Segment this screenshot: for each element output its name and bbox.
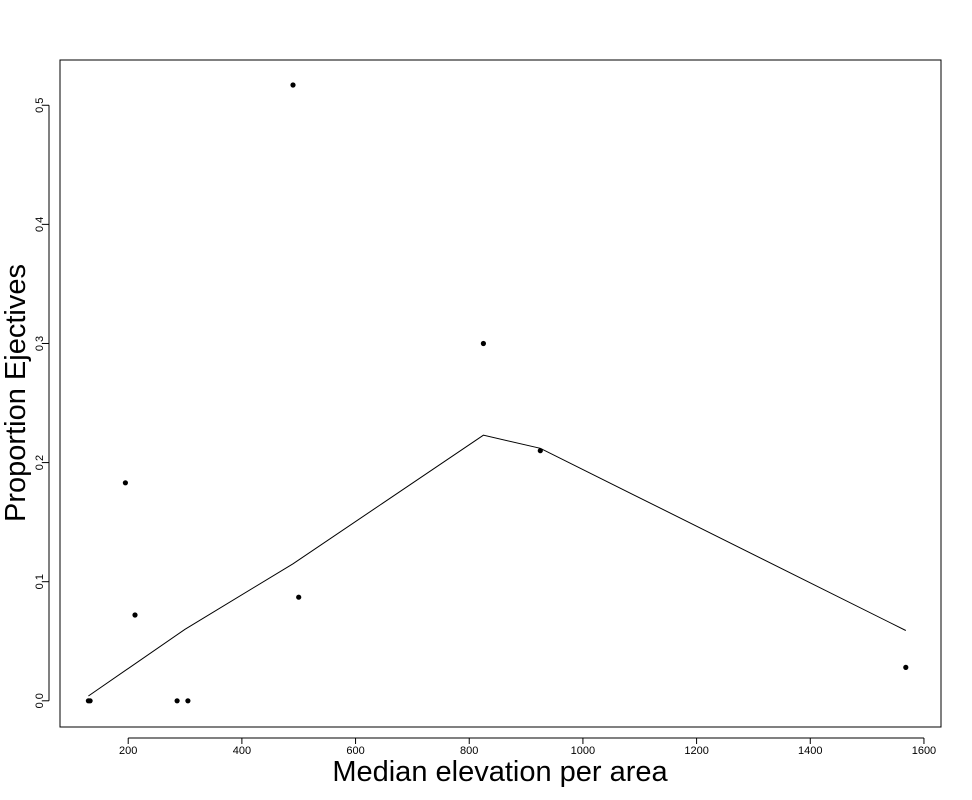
y-tick-label: 0.2 (34, 455, 46, 470)
x-tick-label: 600 (346, 745, 364, 757)
data-point (122, 480, 128, 486)
x-tick-label: 1200 (684, 745, 708, 757)
data-point (87, 698, 93, 704)
y-tick-label: 0.1 (34, 574, 46, 589)
x-tick-label: 1400 (798, 745, 822, 757)
y-tick-label: 0.5 (34, 98, 46, 113)
points-layer (85, 82, 909, 704)
fit-line (88, 434, 907, 697)
fit-line-layer (88, 434, 907, 697)
x-axis-label: Median elevation per area (332, 756, 668, 788)
y-tick-label: 0.4 (34, 217, 46, 232)
x-tick-label: 1000 (571, 745, 595, 757)
y-tick-label: 0.0 (34, 693, 46, 708)
y-axis: 0.0 0.1 0.2 0.3 0.4 0.5 (34, 98, 50, 708)
plot-frame (59, 59, 942, 728)
data-point (290, 82, 296, 88)
x-tick-label: 800 (460, 745, 478, 757)
data-point (174, 698, 180, 704)
y-tick-label: 0.3 (34, 336, 46, 351)
data-point (903, 664, 909, 671)
data-point (537, 448, 543, 454)
y-axis-label: Proportion Ejectives (0, 264, 32, 522)
data-point (132, 612, 138, 618)
data-point (296, 594, 302, 600)
x-tick-label: 1600 (912, 745, 936, 757)
data-point (480, 340, 486, 347)
data-point (185, 698, 191, 704)
x-tick-label: 400 (233, 745, 251, 757)
x-tick-label: 200 (119, 745, 137, 757)
x-axis: 200 400 600 800 1000 1200 1400 1600 (119, 737, 936, 757)
